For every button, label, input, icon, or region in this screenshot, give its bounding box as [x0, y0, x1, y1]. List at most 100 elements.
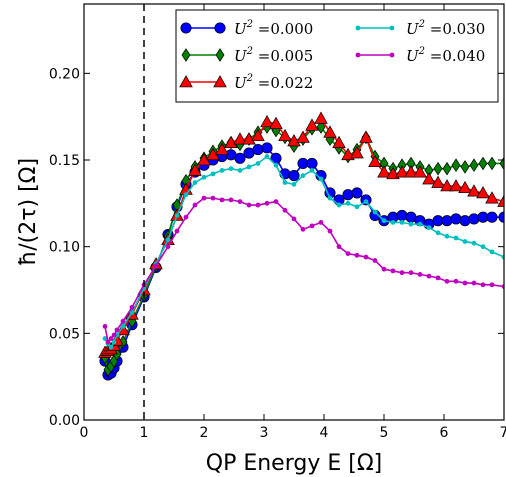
data-point	[102, 324, 108, 329]
data-point	[260, 114, 274, 128]
data-point	[114, 327, 120, 333]
data-point	[453, 278, 459, 284]
data-point	[111, 332, 117, 338]
data-point	[219, 168, 225, 173]
data-point	[318, 176, 324, 182]
y-tick-label: 0.20	[49, 66, 80, 82]
x-tick-label: 4	[320, 425, 329, 441]
x-tick-label: 5	[380, 425, 389, 441]
data-point	[336, 202, 342, 208]
data-point	[237, 199, 243, 205]
data-point	[300, 173, 306, 179]
data-point	[390, 268, 396, 274]
data-point	[251, 128, 265, 142]
legend-marker	[215, 48, 225, 62]
data-point	[323, 125, 337, 138]
series-4	[102, 195, 504, 345]
data-point	[287, 134, 301, 147]
data-point	[264, 200, 270, 206]
data-point	[399, 270, 405, 276]
data-point	[467, 184, 481, 197]
data-point	[489, 249, 495, 255]
data-point	[215, 142, 229, 155]
data-point	[278, 128, 292, 142]
data-point	[318, 220, 324, 225]
legend: U2 =0.000 U2 =0.005 U2 =0.022 U2 =0.030 U2 =…	[175, 9, 499, 103]
data-point	[350, 146, 364, 159]
x-tick-label: 1	[140, 425, 149, 441]
data-point	[102, 336, 108, 341]
legend-label: U2 =0.005	[234, 46, 313, 65]
data-point	[444, 278, 450, 284]
data-point	[345, 200, 351, 206]
data-point	[480, 244, 486, 250]
data-point	[381, 218, 387, 224]
x-tick-label: 3	[260, 425, 269, 441]
data-point	[291, 181, 297, 187]
data-point	[129, 304, 135, 310]
data-point	[449, 179, 463, 192]
legend-box	[175, 9, 499, 103]
legend-label: U2 =0.040	[406, 46, 485, 65]
plot-frame	[83, 3, 505, 421]
data-point	[499, 156, 504, 171]
data-point	[327, 228, 333, 234]
legend-marker	[181, 48, 191, 62]
data-point	[183, 214, 189, 220]
data-point	[396, 209, 408, 222]
data-point	[390, 220, 396, 225]
data-point	[219, 197, 225, 203]
series-0	[99, 142, 504, 381]
data-point	[354, 252, 360, 258]
data-point	[183, 192, 189, 198]
data-point	[261, 142, 273, 154]
data-point	[264, 154, 270, 159]
legend-marker	[389, 52, 395, 58]
x-tick-label: 2	[200, 425, 209, 441]
data-point	[108, 336, 114, 341]
data-point	[269, 116, 283, 129]
data-point	[368, 154, 382, 168]
data-point	[242, 132, 256, 145]
data-point	[450, 213, 462, 225]
data-point	[129, 310, 135, 315]
data-point	[377, 165, 391, 178]
x-axis-label: QP Energy E [Ω]	[206, 451, 382, 476]
data-point	[435, 230, 441, 236]
data-point	[233, 132, 247, 145]
legend-label: U2 =0.022	[234, 73, 313, 92]
data-point	[273, 162, 279, 168]
data-point	[327, 195, 333, 201]
data-point	[468, 213, 480, 225]
data-point	[426, 225, 432, 231]
data-point	[442, 161, 452, 176]
data-point	[431, 175, 445, 188]
data-point	[228, 197, 234, 203]
data-point	[489, 282, 495, 288]
data-point	[486, 211, 498, 223]
legend-item: U2 =0.030	[355, 19, 485, 38]
data-point	[282, 180, 288, 185]
legend-marker	[355, 25, 361, 31]
legend-marker	[180, 22, 192, 34]
data-point	[309, 223, 315, 229]
legend-marker	[214, 22, 226, 34]
data-point	[433, 161, 443, 176]
data-point	[255, 202, 261, 208]
y-tick-label: 0.15	[49, 153, 80, 169]
x-tick-label: 7	[500, 425, 506, 441]
legend-marker	[389, 25, 395, 31]
data-point	[441, 215, 453, 227]
legend-marker	[355, 52, 361, 58]
data-point	[234, 152, 246, 164]
series-line	[104, 146, 504, 377]
data-point	[273, 199, 279, 205]
data-point	[120, 324, 126, 329]
y-axis-label: ħ/(2τ) [Ω]	[16, 158, 41, 266]
data-point	[300, 226, 306, 232]
data-point	[359, 130, 373, 143]
data-point	[404, 165, 418, 178]
data-point	[332, 135, 346, 148]
data-point	[480, 282, 486, 288]
data-point	[201, 174, 207, 180]
